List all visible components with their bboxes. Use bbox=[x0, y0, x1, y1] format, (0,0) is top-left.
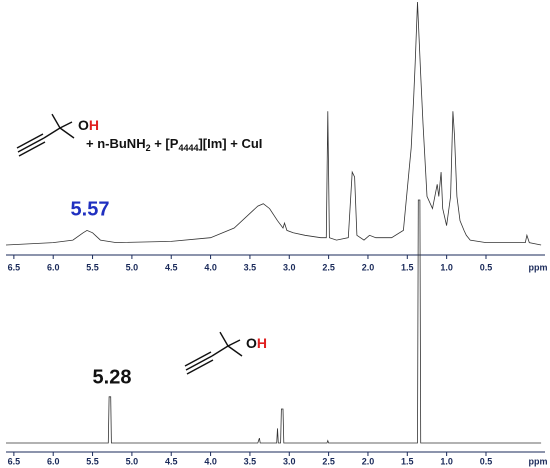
molecule-bottom bbox=[184, 331, 243, 375]
x-tick-label: 6.5 bbox=[8, 262, 21, 272]
subscript: 2 bbox=[146, 143, 151, 153]
atom: O bbox=[78, 117, 89, 133]
x-tick-label: 3.0 bbox=[283, 456, 296, 466]
reagent-text: + n-BuNH bbox=[86, 136, 146, 151]
atom: O bbox=[246, 335, 257, 351]
x-tick-label: 6.5 bbox=[8, 456, 21, 466]
atom: H bbox=[89, 117, 99, 133]
x-tick-label: 5.5 bbox=[86, 456, 99, 466]
x-tick-label: 0.5 bbox=[480, 456, 493, 466]
x-tick-label: 1.0 bbox=[440, 262, 453, 272]
x-tick-label: 3.5 bbox=[244, 262, 257, 272]
x-tick-label: 5.0 bbox=[126, 262, 139, 272]
x-tick-label: 5.0 bbox=[126, 456, 139, 466]
x-tick-label: 1.5 bbox=[401, 456, 414, 466]
molecule-label: OH bbox=[78, 117, 99, 133]
x-tick-label: 2.5 bbox=[322, 262, 335, 272]
x-axis-label: ppm bbox=[529, 456, 548, 466]
x-axis-label: ppm bbox=[529, 262, 548, 272]
x-tick-label: 2.0 bbox=[362, 456, 375, 466]
molecule-label: OH bbox=[246, 335, 267, 351]
peak-label: 5.57 bbox=[71, 198, 110, 220]
x-tick-label: 4.5 bbox=[165, 456, 178, 466]
atom: H bbox=[257, 335, 267, 351]
x-tick-label: 0.5 bbox=[480, 262, 493, 272]
x-tick-label: 6.0 bbox=[47, 456, 60, 466]
x-tick-label: 5.5 bbox=[86, 262, 99, 272]
x-tick-label: 3.5 bbox=[244, 456, 257, 466]
x-tick-label: 1.5 bbox=[401, 262, 414, 272]
x-tick-label: 4.5 bbox=[165, 262, 178, 272]
x-tick-label: 2.0 bbox=[362, 262, 375, 272]
molecule-top bbox=[16, 113, 75, 157]
reagent-text: + [P bbox=[151, 136, 179, 151]
spectrum-line bbox=[6, 199, 542, 444]
peak-label: 5.28 bbox=[93, 366, 132, 388]
reagents: + n-BuNH2 + [P4444][Im] + CuI bbox=[86, 136, 262, 153]
subscript: 4444 bbox=[178, 143, 198, 153]
x-tick-label: 1.0 bbox=[440, 456, 453, 466]
reagent-text: ][Im] + CuI bbox=[198, 136, 262, 151]
spectrum-line bbox=[5, 1, 542, 246]
x-tick-label: 6.0 bbox=[47, 262, 60, 272]
x-tick-label: 2.5 bbox=[322, 456, 335, 466]
x-tick-label: 4.0 bbox=[204, 262, 217, 272]
x-tick-label: 4.0 bbox=[204, 456, 217, 466]
x-tick-label: 3.0 bbox=[283, 262, 296, 272]
